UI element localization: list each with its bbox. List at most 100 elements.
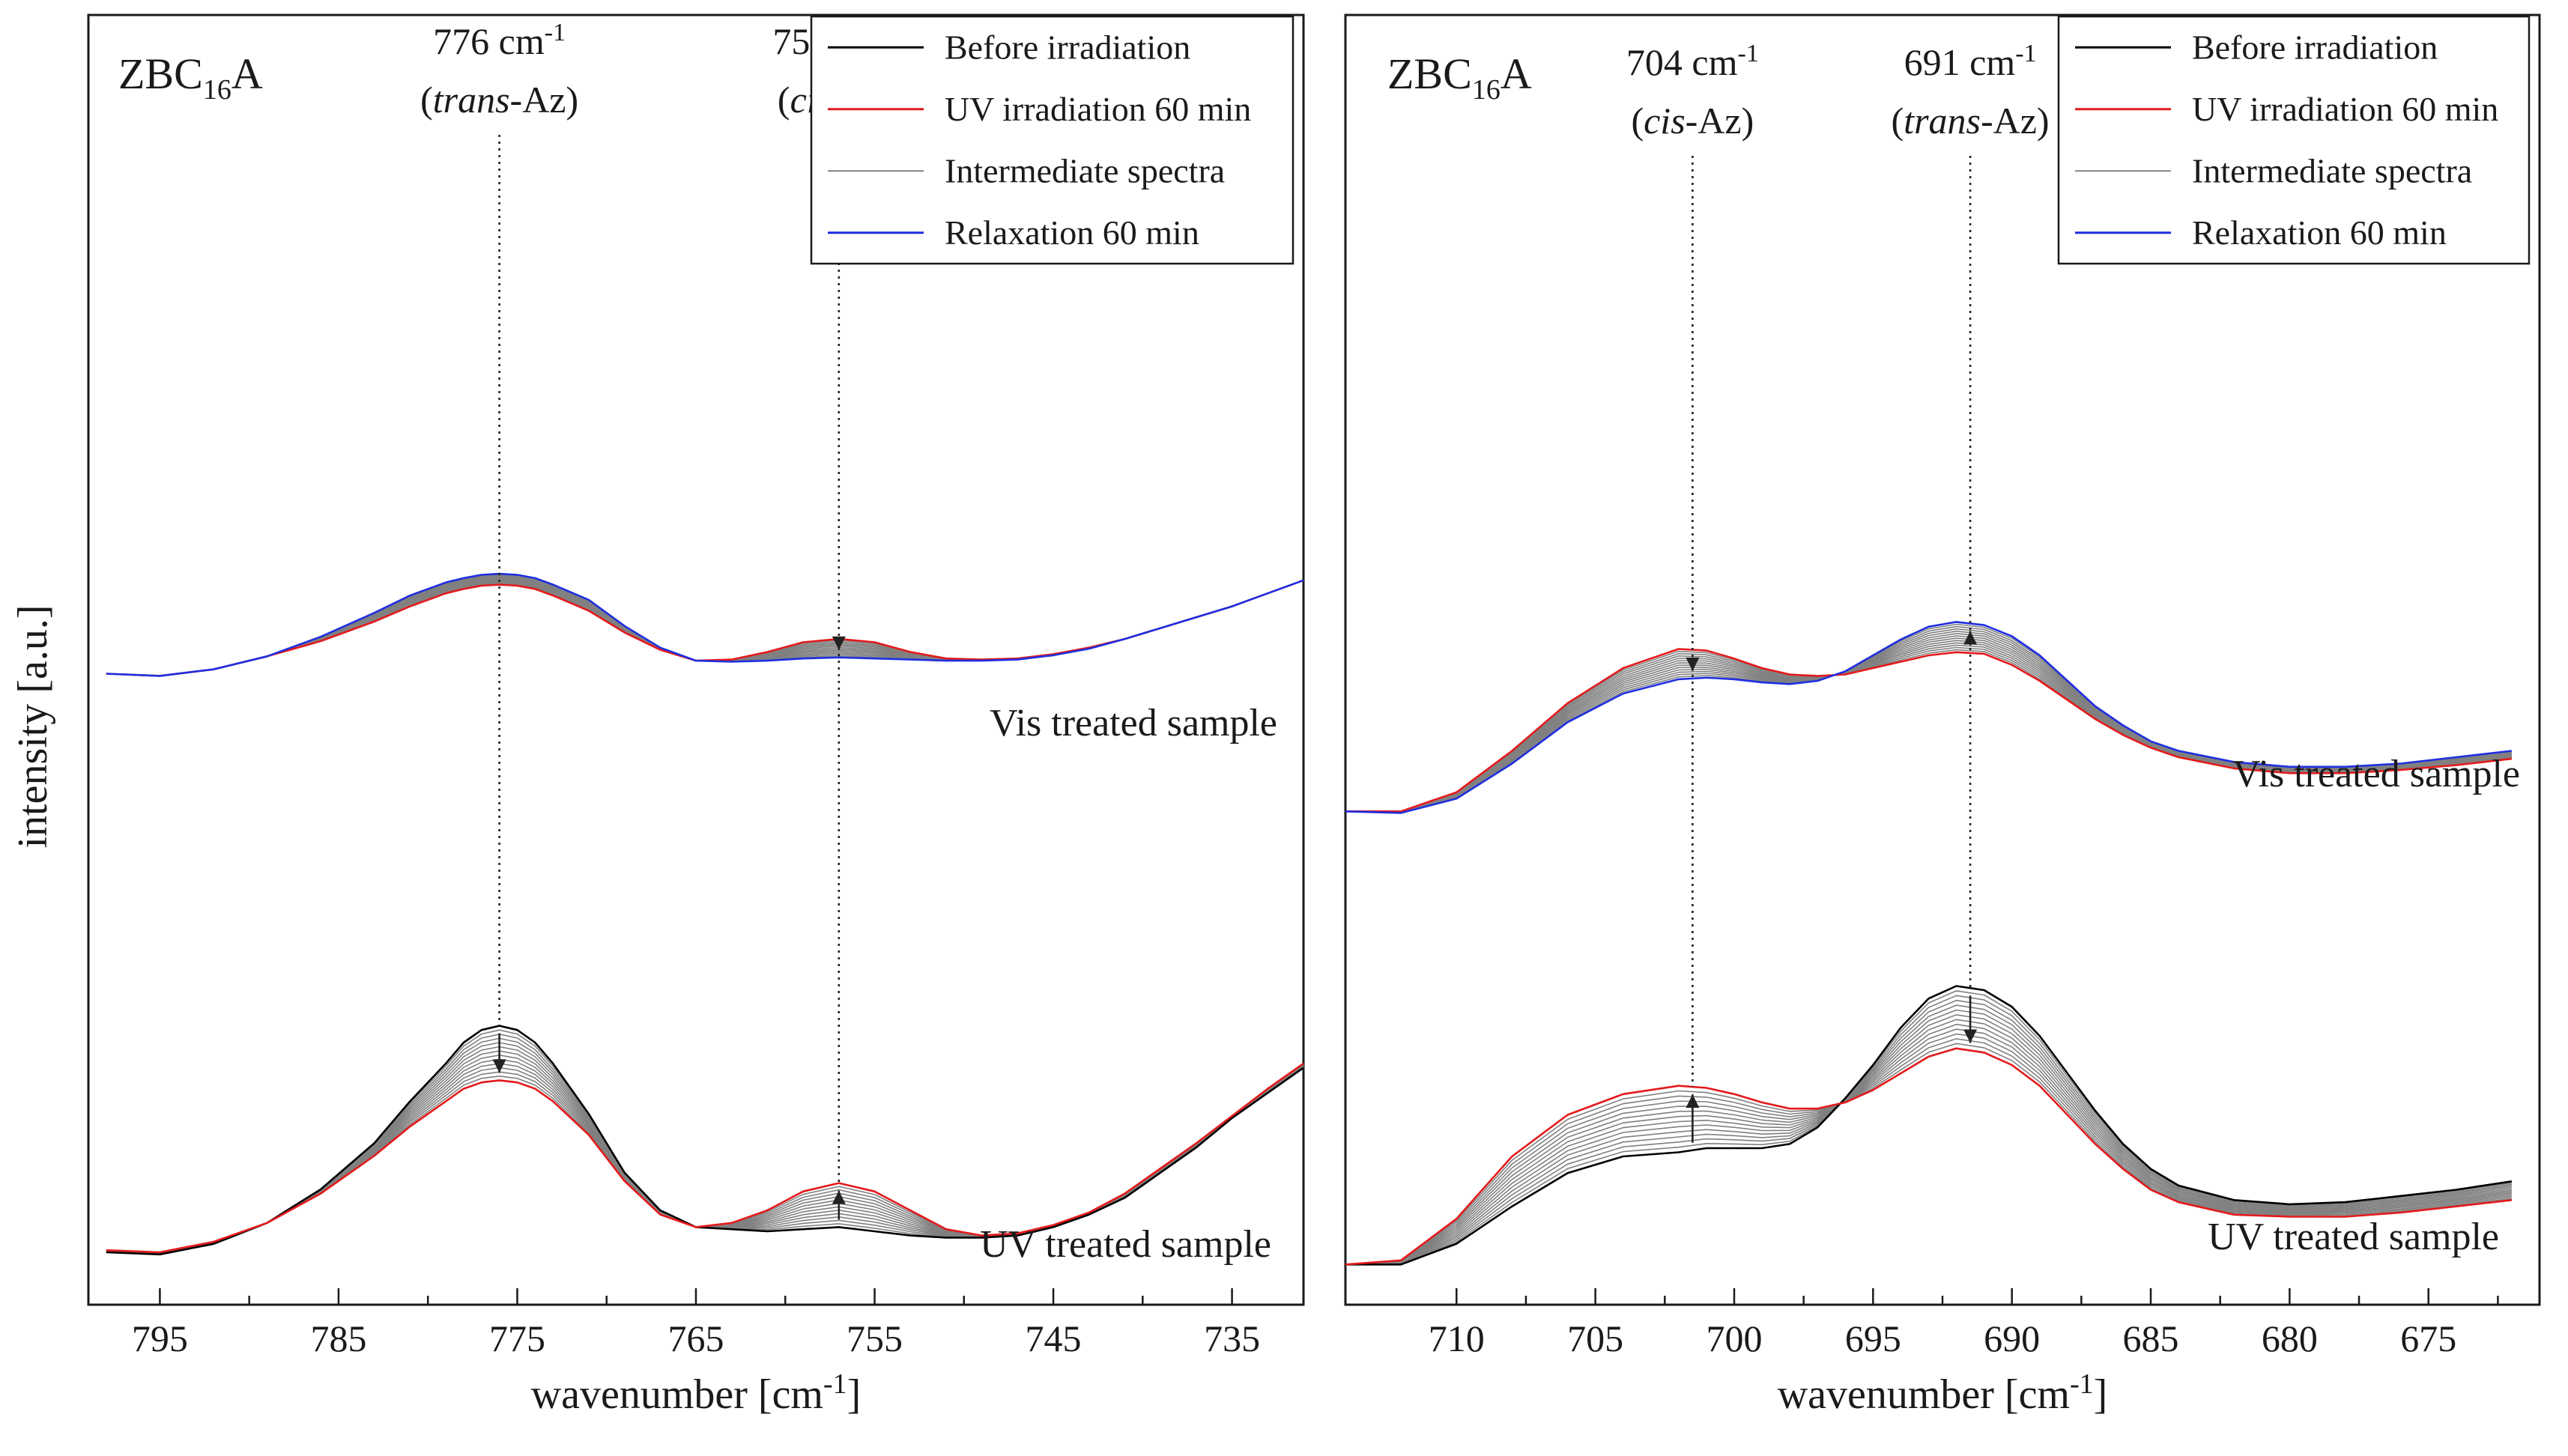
peak-assignment-label: (trans-Az) — [1892, 100, 2050, 142]
x-tick-label: 700 — [1706, 1317, 1762, 1359]
peak-unit-sup: -1 — [2015, 40, 2036, 67]
x-tick-label: 680 — [2262, 1317, 2318, 1359]
x-tick-label: 675 — [2400, 1317, 2456, 1359]
x-tick-label: 685 — [2123, 1317, 2179, 1359]
peak-assignment-isomer: trans — [1904, 100, 1981, 142]
vis-uv-spectrum — [1345, 648, 2513, 813]
peak-position-label: 691 cm-1 — [1904, 40, 2037, 83]
uv-sample-label: UV treated sample — [2208, 1216, 2499, 1258]
peak-position-label: 776 cm-1 — [433, 19, 566, 62]
peak-assignment-rest: -Az) — [1686, 100, 1754, 142]
panel-title-tail: A — [231, 49, 263, 98]
uv-intermediate-spectrum — [1345, 1014, 2513, 1266]
uv-intermediate-spectrum — [1345, 1028, 2512, 1266]
legend-label-relaxation: Relaxation 60 min — [945, 213, 1199, 252]
x-tick-label: 745 — [1026, 1317, 1082, 1359]
panel-title-base: ZBC — [118, 49, 203, 98]
uv-intermediate-spectrum — [1345, 1033, 2512, 1266]
peak-unit-sup: -1 — [1738, 40, 1759, 67]
x-tick-label: 785 — [310, 1317, 366, 1359]
uv-intermediate-spectrum — [1345, 1009, 2513, 1266]
uv-intermediate-spectrum — [1345, 1023, 2513, 1266]
legend-box — [810, 15, 1294, 265]
panel-title-base: ZBC — [1387, 49, 1472, 98]
legend: Before irradiation UV irradiation 60 min I… — [2057, 15, 2531, 265]
legend-label-before: Before irradiation — [945, 28, 1190, 66]
peak-value: 704 cm — [1626, 41, 1738, 83]
uv-intermediate-spectrum — [1345, 999, 2513, 1266]
panel-title: ZBC16A — [1387, 49, 1532, 106]
uv-before-spectrum — [1345, 985, 2513, 1266]
uv-sample-label: UV treated sample — [980, 1223, 1271, 1266]
panel-title-tail: A — [1500, 49, 1532, 98]
x-tick-label: 690 — [1984, 1317, 2040, 1359]
vis-change-arrowhead — [1963, 631, 1978, 645]
x-axis-label-base: wavenumber [cm — [1778, 1371, 2070, 1418]
uv-intermediate-spectrum — [1345, 1038, 2512, 1266]
peak-assignment-isomer: trans — [433, 79, 510, 121]
x-tick-label: 765 — [668, 1317, 724, 1359]
legend-label-uv: UV irradiation 60 min — [945, 90, 1251, 128]
x-tick-label: 710 — [1429, 1317, 1485, 1359]
peak-assignment-rest: -Az) — [510, 79, 579, 121]
vis-relaxation-spectrum — [1345, 621, 2513, 814]
x-axis-label-sup: -1 — [823, 1368, 847, 1400]
uv-before-spectrum — [106, 1025, 1304, 1256]
peak-assignment-open: ( — [420, 79, 433, 121]
x-tick-label: 705 — [1567, 1317, 1623, 1359]
legend-label-uv: UV irradiation 60 min — [2192, 90, 2498, 128]
peak-assignment-isomer: cis — [1644, 100, 1686, 142]
uv-intermediate-spectrum — [106, 1042, 1304, 1255]
peak-unit-sup: -1 — [545, 19, 566, 46]
uv-uv-spectrum — [1345, 1047, 2513, 1266]
legend-label-relaxation: Relaxation 60 min — [2192, 213, 2447, 252]
uv-change-arrowhead — [1686, 1094, 1700, 1108]
peak-assignment-label: (cis-Az) — [1631, 100, 1754, 142]
vis-change-arrowhead — [1686, 657, 1700, 671]
uv-intermediate-spectrum — [106, 1037, 1304, 1255]
x-tick-label: 695 — [1845, 1317, 1901, 1359]
peak-value: 776 cm — [433, 20, 545, 62]
x-tick-label: 775 — [489, 1317, 545, 1359]
vis-relaxation-spectrum — [106, 572, 1304, 677]
uv-intermediate-spectrum — [106, 1029, 1304, 1255]
x-tick-label: 755 — [847, 1317, 903, 1359]
uv-intermediate-spectrum — [106, 1034, 1304, 1255]
legend-label-before: Before irradiation — [2192, 28, 2438, 66]
y-axis-label: intensity [a.u.] — [10, 604, 56, 848]
legend-box — [2057, 15, 2531, 265]
panel-title-sub: 16 — [1472, 74, 1500, 106]
uv-uv-spectrum — [106, 1062, 1304, 1254]
x-axis-label-tail: ] — [2094, 1371, 2108, 1418]
uv-change-arrowhead — [1963, 1029, 1978, 1043]
legend-label-intermediate: Intermediate spectra — [2192, 151, 2472, 189]
legend-label-intermediate: Intermediate spectra — [945, 151, 1225, 189]
x-axis-label: wavenumber [cm-1] — [1778, 1368, 2108, 1418]
x-axis-label-base: wavenumber [cm — [531, 1371, 823, 1418]
vis-sample-label: Vis treated sample — [2232, 753, 2520, 795]
uv-intermediate-spectrum — [1345, 995, 2513, 1266]
legend: Before irradiation UV irradiation 60 min I… — [810, 15, 1294, 265]
peak-assignment-open: ( — [1892, 100, 1904, 142]
vis-sample-label: Vis treated sample — [990, 702, 1277, 744]
x-tick-label: 735 — [1204, 1317, 1260, 1359]
uv-change-arrowhead — [492, 1059, 506, 1073]
peak-assignment-rest: -Az) — [1981, 100, 2050, 142]
vis-change-arrowhead — [832, 636, 846, 650]
peak-position-label: 704 cm-1 — [1626, 40, 1759, 83]
x-axis-label: wavenumber [cm-1] — [531, 1368, 861, 1418]
x-axis-label-tail: ] — [847, 1371, 861, 1418]
panel-title-sub: 16 — [203, 74, 231, 106]
peak-assignment-label: (trans-Az) — [420, 79, 578, 121]
peak-assignment-open: ( — [1631, 100, 1644, 142]
uv-intermediate-spectrum — [1345, 1043, 2512, 1266]
peak-assignment-open: ( — [778, 79, 790, 121]
x-tick-label: 795 — [132, 1317, 188, 1359]
uv-intermediate-spectrum — [1345, 1019, 2513, 1266]
panel-title: ZBC16A — [118, 49, 263, 106]
peak-value: 691 cm — [1904, 41, 2016, 83]
uv-intermediate-spectrum — [1345, 1004, 2513, 1266]
